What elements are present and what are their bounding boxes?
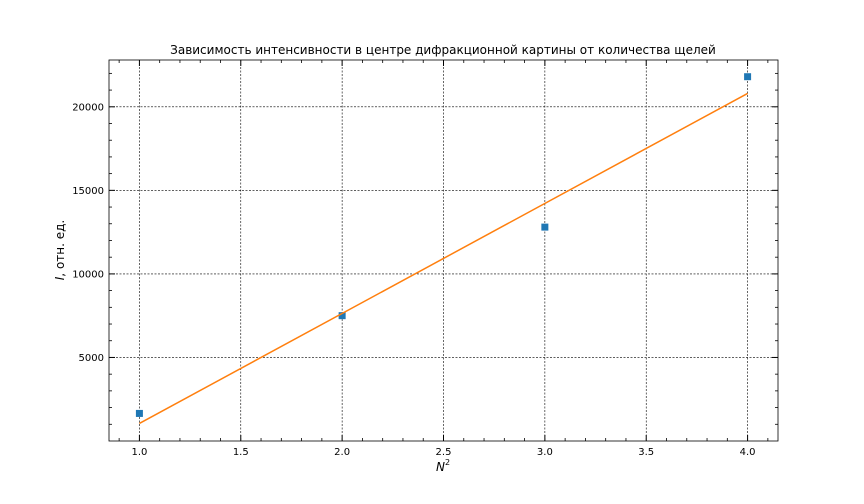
x-tick-label: 3.0 [537,447,553,458]
x-axis-label: N2 [436,458,450,474]
plot-series [135,73,752,425]
y-tick-label: 5000 [79,353,104,364]
x-tick-label: 2.5 [436,447,452,458]
x-tick-label: 2.0 [334,447,350,458]
data-point [338,312,346,320]
y-tick-label: 15000 [72,186,104,197]
x-axis-label-base: N [436,460,445,474]
fit-line [139,92,748,425]
y-tick-label: 20000 [72,102,104,113]
x-axis-label-superscript: 2 [445,458,450,467]
grid [109,60,778,441]
x-tick-labels: 1.0 1.5 2.0 2.5 3.0 3.5 4.0 [131,447,755,458]
y-tick-label: 10000 [72,269,104,280]
x-tick-label: 1.5 [233,447,249,458]
y-axis-label: I, отн. ед. [53,220,67,280]
y-axis-label-italic: I [53,276,67,280]
data-point [744,73,752,81]
minor-ticks [109,60,778,441]
data-point [541,223,549,231]
x-tick-label: 1.0 [131,447,147,458]
y-tick-labels: 5000 10000 15000 20000 [72,102,104,364]
y-axis-label-rest: , отн. ед. [53,220,67,277]
major-ticks [109,60,778,441]
x-tick-label: 3.5 [638,447,654,458]
plot-frame [108,59,779,442]
data-point [135,409,143,417]
chart-title: Зависимость интенсивности в центре дифра… [170,43,716,57]
x-tick-label: 4.0 [740,447,756,458]
